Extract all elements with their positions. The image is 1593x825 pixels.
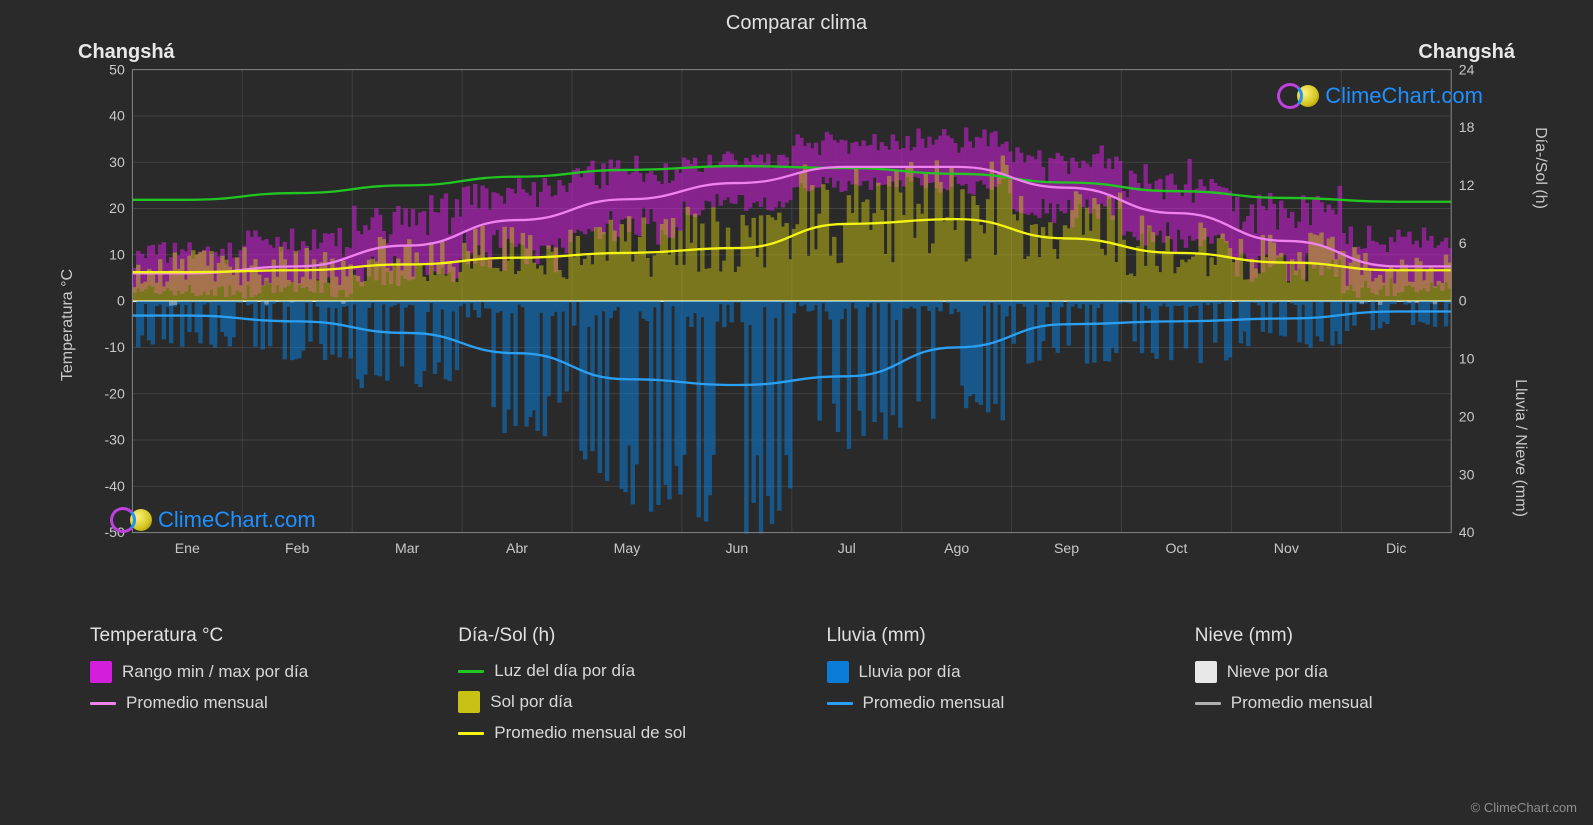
svg-text:-40: -40 <box>104 478 125 494</box>
legend-item-label: Lluvia por día <box>859 662 961 682</box>
legend-item: Sol por día <box>458 691 766 713</box>
svg-text:Oct: Oct <box>1165 540 1187 556</box>
svg-text:0: 0 <box>117 293 125 309</box>
legend-item-label: Luz del día por día <box>494 661 635 681</box>
svg-text:Ago: Ago <box>944 540 969 556</box>
legend-item: Promedio mensual <box>90 693 398 713</box>
svg-text:Jul: Jul <box>838 540 856 556</box>
plot-region: 50 40 30 20 10 0 -10 -20 -30 -40 -50 24 18 12 6 0 10 20 30… <box>90 65 1503 565</box>
legend-item-label: Nieve por día <box>1227 662 1328 682</box>
legend-swatch <box>90 702 116 705</box>
svg-text:50: 50 <box>109 65 125 77</box>
legend-item: Promedio mensual <box>1195 693 1503 713</box>
svg-text:10: 10 <box>1459 351 1475 367</box>
chart-title: Comparar clima <box>0 0 1593 35</box>
svg-text:10: 10 <box>109 247 125 263</box>
legend-item-label: Promedio mensual <box>863 693 1005 713</box>
city-label-right: Changshá <box>1418 41 1515 64</box>
svg-text:-20: -20 <box>104 385 125 401</box>
svg-text:Nov: Nov <box>1274 540 1299 556</box>
svg-text:6: 6 <box>1459 235 1467 251</box>
legend-swatch <box>458 670 484 673</box>
legend-group-title: Temperatura °C <box>90 625 398 647</box>
svg-text:20: 20 <box>1459 409 1475 425</box>
legend-item-label: Promedio mensual de sol <box>494 723 686 743</box>
svg-text:12: 12 <box>1459 177 1475 193</box>
legend-swatch <box>1195 702 1221 705</box>
svg-text:30: 30 <box>1459 466 1475 482</box>
svg-text:40: 40 <box>109 108 125 124</box>
legend-item-label: Promedio mensual <box>126 693 268 713</box>
city-label-left: Changshá <box>78 41 175 64</box>
svg-text:-10: -10 <box>104 339 125 355</box>
svg-text:Feb: Feb <box>285 540 310 556</box>
legend-swatch <box>1195 661 1217 683</box>
svg-text:18: 18 <box>1459 119 1475 135</box>
svg-text:-50: -50 <box>104 524 125 540</box>
legend-item: Promedio mensual de sol <box>458 723 766 743</box>
chart-area: Changshá Changshá Temperatura °C Día-/So… <box>60 45 1533 605</box>
svg-text:-30: -30 <box>104 432 125 448</box>
svg-text:0: 0 <box>1459 293 1467 309</box>
legend-swatch <box>458 691 480 713</box>
legend-item-label: Sol por día <box>490 692 572 712</box>
legend-item: Luz del día por día <box>458 661 766 681</box>
y-axis-right-bottom-label: Lluvia / Nieve (mm) <box>1511 379 1529 517</box>
svg-text:24: 24 <box>1459 65 1475 77</box>
legend-item: Lluvia por día <box>827 661 1135 683</box>
y-axis-right-top-label: Día-/Sol (h) <box>1531 127 1549 209</box>
y-axis-left-label: Temperatura °C <box>59 269 77 381</box>
svg-text:Abr: Abr <box>506 540 528 556</box>
legend-group: Lluvia (mm) Lluvia por día Promedio mensua… <box>827 625 1135 753</box>
legend: Temperatura °C Rango min / max por día Pro… <box>0 605 1593 753</box>
legend-swatch <box>90 661 112 683</box>
legend-item-label: Rango min / max por día <box>122 662 308 682</box>
legend-group: Nieve (mm) Nieve por día Promedio mensual <box>1195 625 1503 753</box>
legend-item: Rango min / max por día <box>90 661 398 683</box>
legend-swatch <box>458 732 484 735</box>
copyright: © ClimeChart.com <box>1471 800 1577 815</box>
svg-text:Ene: Ene <box>175 540 200 556</box>
legend-item: Promedio mensual <box>827 693 1135 713</box>
legend-item: Nieve por día <box>1195 661 1503 683</box>
legend-group-title: Día-/Sol (h) <box>458 625 766 647</box>
svg-text:Sep: Sep <box>1054 540 1079 556</box>
legend-group-title: Lluvia (mm) <box>827 625 1135 647</box>
svg-text:40: 40 <box>1459 524 1475 540</box>
svg-text:Jun: Jun <box>725 540 748 556</box>
legend-group-title: Nieve (mm) <box>1195 625 1503 647</box>
legend-group: Día-/Sol (h) Luz del día por día Sol por d… <box>458 625 766 753</box>
svg-text:Mar: Mar <box>395 540 420 556</box>
svg-text:20: 20 <box>109 200 125 216</box>
svg-text:Dic: Dic <box>1386 540 1406 556</box>
legend-item-label: Promedio mensual <box>1231 693 1373 713</box>
legend-swatch <box>827 661 849 683</box>
svg-text:May: May <box>614 540 641 556</box>
legend-swatch <box>827 702 853 705</box>
legend-group: Temperatura °C Rango min / max por día Pro… <box>90 625 398 753</box>
svg-text:30: 30 <box>109 154 125 170</box>
